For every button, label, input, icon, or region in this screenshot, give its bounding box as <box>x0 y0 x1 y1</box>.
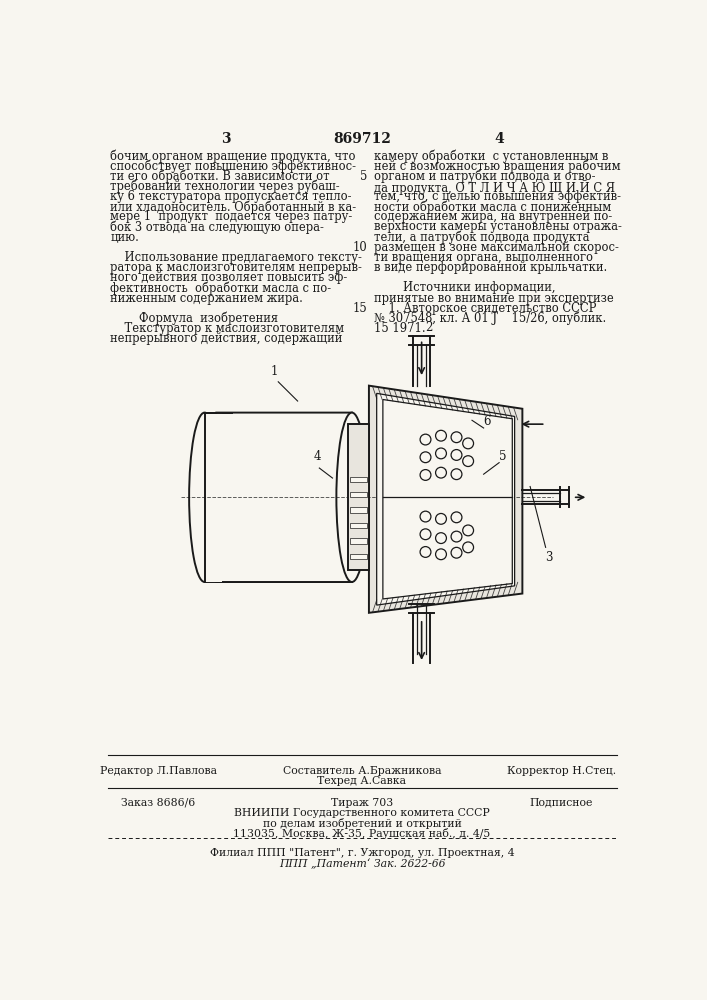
Text: Составитель А.Бражникова: Составитель А.Бражникова <box>283 766 441 776</box>
Circle shape <box>420 511 431 522</box>
Circle shape <box>451 512 462 523</box>
Circle shape <box>436 430 446 441</box>
Text: 869712: 869712 <box>333 132 391 146</box>
Text: 5: 5 <box>499 450 507 463</box>
Bar <box>349 507 368 513</box>
Text: ППП „Патент‘ Зак. 2622-66: ППП „Патент‘ Зак. 2622-66 <box>279 858 445 869</box>
Text: 3: 3 <box>221 132 230 146</box>
Text: верхности камеры установлены отража-: верхности камеры установлены отража- <box>373 220 621 233</box>
Circle shape <box>451 531 462 542</box>
Text: 15 1971.: 15 1971. <box>373 322 425 335</box>
Circle shape <box>462 542 474 553</box>
Circle shape <box>462 438 474 449</box>
Text: 4: 4 <box>313 450 321 463</box>
Text: бочим органом вращение продукта, что: бочим органом вращение продукта, что <box>110 149 356 163</box>
Text: требований технологии через рубаш-: требований технологии через рубаш- <box>110 180 339 193</box>
Text: в виде перфорированной крыльчатки.: в виде перфорированной крыльчатки. <box>373 261 607 274</box>
Polygon shape <box>201 413 352 582</box>
Text: цию.: цию. <box>110 231 139 244</box>
Text: ВНИИПИ Государственного комитета СССР: ВНИИПИ Государственного комитета СССР <box>234 808 490 818</box>
Text: фективность  обработки масла с по-: фективность обработки масла с по- <box>110 281 331 295</box>
Text: ти вращения органа, выполненного: ти вращения органа, выполненного <box>373 251 592 264</box>
Circle shape <box>436 448 446 459</box>
Bar <box>349 538 368 544</box>
Circle shape <box>451 450 462 460</box>
Bar <box>349 492 368 497</box>
Text: да продукта, О Т Л И Ч А Ю Щ И Й С Я: да продукта, О Т Л И Ч А Ю Щ И Й С Я <box>373 180 614 195</box>
Circle shape <box>436 467 446 478</box>
Circle shape <box>436 513 446 524</box>
Polygon shape <box>377 393 515 605</box>
Text: ти его обработки. В зависимости от: ти его обработки. В зависимости от <box>110 170 329 183</box>
Circle shape <box>420 529 431 540</box>
Text: содержанием жира, на внутренней по-: содержанием жира, на внутренней по- <box>373 210 612 223</box>
Text: ней с возможностью вращения рабочим: ней с возможностью вращения рабочим <box>373 159 620 173</box>
Circle shape <box>420 452 431 463</box>
Text: принятые во внимание при экспертизе: принятые во внимание при экспертизе <box>373 292 614 305</box>
Text: Использование предлагаемого тексту-: Использование предлагаемого тексту- <box>110 251 362 264</box>
Circle shape <box>420 547 431 557</box>
Text: 3: 3 <box>546 551 553 564</box>
Text: Источники информации,: Источники информации, <box>373 281 555 294</box>
Circle shape <box>420 470 431 480</box>
Text: 6: 6 <box>484 415 491 428</box>
Text: 113035, Москва, Ж-35, Раушская наб., д. 4/5: 113035, Москва, Ж-35, Раушская наб., д. … <box>233 828 491 839</box>
Text: 2: 2 <box>426 321 433 334</box>
Text: Редактор Л.Павлова: Редактор Л.Павлова <box>100 766 216 776</box>
Text: Текстуратор к маслоизготовителям: Текстуратор к маслоизготовителям <box>110 322 344 335</box>
Text: ку 6 текстуратора пропускается тепло-: ку 6 текстуратора пропускается тепло- <box>110 190 351 203</box>
Circle shape <box>436 533 446 544</box>
Text: органом и патрубки подвода и отво-: органом и патрубки подвода и отво- <box>373 170 595 183</box>
Text: № 307548, кл. А 01 J    15/26, опублик.: № 307548, кл. А 01 J 15/26, опублик. <box>373 312 606 325</box>
Bar <box>349 523 368 528</box>
Text: 10: 10 <box>353 241 368 254</box>
Text: 4: 4 <box>494 132 504 146</box>
Text: способствует повышению эффективнос-: способствует повышению эффективнос- <box>110 159 356 173</box>
Ellipse shape <box>189 413 220 582</box>
Text: 5: 5 <box>360 170 368 183</box>
Text: Техред А.Савка: Техред А.Савка <box>317 776 407 786</box>
Text: 15: 15 <box>353 302 368 315</box>
Text: 1. Авторское свидетельство СССР: 1. Авторское свидетельство СССР <box>373 302 596 315</box>
Text: тем, что, с целью повышения эффектив-: тем, что, с целью повышения эффектив- <box>373 190 621 203</box>
Text: ного действия позволяет повысить эф-: ного действия позволяет повысить эф- <box>110 271 347 284</box>
Text: или хладоноситель. Обработанный в ка-: или хладоноситель. Обработанный в ка- <box>110 200 356 214</box>
Text: ности обработки масла с пониженным: ности обработки масла с пониженным <box>373 200 611 214</box>
Text: непрерывного действия, содержащий: непрерывного действия, содержащий <box>110 332 342 345</box>
Circle shape <box>462 525 474 536</box>
Text: бок 3 отвода на следующую опера-: бок 3 отвода на следующую опера- <box>110 220 324 234</box>
Text: тели, а патрубок подвода продукта: тели, а патрубок подвода продукта <box>373 231 589 244</box>
Text: мере 1  продукт  подается через патру-: мере 1 продукт подается через патру- <box>110 210 352 223</box>
Circle shape <box>420 434 431 445</box>
Bar <box>204 413 352 582</box>
Bar <box>349 477 368 482</box>
Bar <box>204 413 222 582</box>
Text: Формула  изобретения: Формула изобретения <box>110 312 278 325</box>
Polygon shape <box>369 386 522 613</box>
Circle shape <box>462 456 474 466</box>
Circle shape <box>451 469 462 480</box>
Bar <box>348 424 369 570</box>
Polygon shape <box>383 400 513 599</box>
Text: камеру обработки  с установленным в: камеру обработки с установленным в <box>373 149 608 163</box>
Text: Подписное: Подписное <box>530 798 592 808</box>
Text: Заказ 8686/6: Заказ 8686/6 <box>121 798 195 808</box>
Text: ниженным содержанием жира.: ниженным содержанием жира. <box>110 292 303 305</box>
Circle shape <box>451 432 462 443</box>
Circle shape <box>451 547 462 558</box>
Text: Корректор Н.Стец.: Корректор Н.Стец. <box>506 766 616 776</box>
Text: Филиал ППП "Патент", г. Ужгород, ул. Проектная, 4: Филиал ППП "Патент", г. Ужгород, ул. Про… <box>210 848 514 858</box>
Text: 1: 1 <box>271 365 278 378</box>
Text: Тираж 703: Тираж 703 <box>331 798 393 808</box>
Circle shape <box>436 549 446 560</box>
Text: по делам изобретений и открытий: по делам изобретений и открытий <box>262 818 462 829</box>
Text: размещен в зоне максимальной скорос-: размещен в зоне максимальной скорос- <box>373 241 619 254</box>
Text: ратора к маслоизготовителям непрерыв-: ратора к маслоизготовителям непрерыв- <box>110 261 362 274</box>
Bar <box>349 554 368 559</box>
Ellipse shape <box>337 413 368 582</box>
